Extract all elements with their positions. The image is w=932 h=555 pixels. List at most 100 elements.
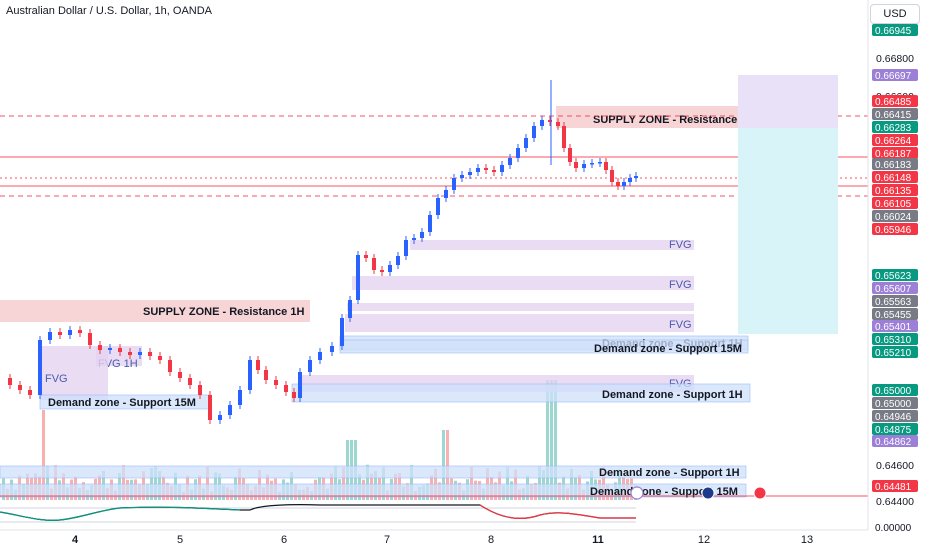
volume-bar <box>442 430 445 500</box>
price-tag-bg <box>872 333 918 345</box>
candle-body <box>340 318 344 346</box>
volume-bar <box>54 465 57 500</box>
currency-selector[interactable]: USD <box>870 4 920 24</box>
candle-body <box>500 165 504 172</box>
zone-demand-13 <box>0 465 747 479</box>
candle-body <box>58 332 62 335</box>
candle-body <box>492 170 496 172</box>
volume-bar <box>42 410 45 500</box>
candle-body <box>274 380 278 385</box>
candle-body <box>38 340 42 395</box>
candle-body <box>476 168 480 172</box>
volume-bar <box>538 466 541 500</box>
zone-fvg-2 <box>410 240 694 250</box>
candle-body <box>532 126 536 138</box>
price-tag-bg <box>872 346 918 358</box>
candle-body <box>298 372 302 398</box>
candle-body <box>634 176 638 178</box>
candle-body <box>540 120 544 126</box>
candle-body <box>388 265 392 272</box>
zone-label-1: SUPPLY ZONE - Resistance 1H <box>143 306 304 318</box>
candle-body <box>574 162 578 168</box>
chart-title: Australian Dollar / U.S. Dollar, 1h, OAN… <box>6 5 213 17</box>
price-tag-label: 0.65310 <box>875 335 912 346</box>
volume-bar <box>470 466 473 500</box>
volume-bar <box>382 467 385 500</box>
price-tag-label: 0.66148 <box>875 173 912 184</box>
aud-flag-icon[interactable] <box>701 486 715 500</box>
price-tag-bg <box>872 210 918 222</box>
volume-bar <box>602 467 605 500</box>
price-tag-bg <box>872 147 918 159</box>
candle-body <box>318 352 322 360</box>
candle-body <box>8 378 12 385</box>
candle-body <box>292 392 296 398</box>
candle-body <box>568 148 572 162</box>
candle-body <box>238 390 242 405</box>
price-tag-label: 0.66135 <box>875 186 912 197</box>
candle-body <box>128 352 132 355</box>
zone-label-8: FVG <box>45 373 68 385</box>
volume-bar <box>550 380 553 500</box>
volume-bar <box>154 466 157 500</box>
candle-body <box>556 122 560 126</box>
zone-fvg-5 <box>345 314 694 332</box>
candle-body <box>484 168 488 170</box>
price-tag-label: 0.66697 <box>875 71 912 82</box>
price-tag-label: 0.64946 <box>875 412 912 423</box>
candle-body <box>198 385 202 395</box>
price-tag-bg <box>872 423 918 435</box>
candle-body <box>78 330 82 333</box>
price-tag-label: 0.65210 <box>875 348 912 359</box>
price-tag-label: 0.65455 <box>875 310 912 321</box>
candle-body <box>372 258 376 270</box>
volume-bar <box>334 466 337 500</box>
candle-body <box>28 390 32 395</box>
candle-body <box>118 348 122 352</box>
candle-body <box>264 370 268 380</box>
candle-body <box>108 348 112 350</box>
volume-bar <box>366 464 369 500</box>
candle-body <box>610 170 614 182</box>
usd-flag-icon[interactable] <box>753 486 767 500</box>
price-tag-bg <box>872 197 918 209</box>
price-tag-label: 0.66024 <box>875 212 912 223</box>
price-tag-label: 0.66485 <box>875 97 912 108</box>
candle-body <box>48 332 52 340</box>
price-tag-label: 0.66283 <box>875 123 912 134</box>
price-tag-label: 0.65563 <box>875 297 912 308</box>
price-tag-bg <box>872 184 918 196</box>
price-tag-bg <box>872 171 918 183</box>
candle-body <box>188 378 192 385</box>
candle-body <box>178 372 182 378</box>
price-tag-label: 0.65623 <box>875 271 912 282</box>
price-tag-bg <box>872 134 918 146</box>
candle-body <box>622 182 626 186</box>
candle-body <box>256 360 260 370</box>
price-tag-bg <box>872 69 918 81</box>
price-tag-label: 0.66264 <box>875 136 912 147</box>
price-tag-bg <box>872 384 918 396</box>
price-tag-bg <box>872 295 918 307</box>
zone-label-0: SUPPLY ZONE - Resistance 1H <box>593 114 754 126</box>
candle-body <box>516 148 520 158</box>
price-tag-bg <box>872 121 918 133</box>
price-tag-label: 0.66183 <box>875 160 912 171</box>
price-tag-bg <box>872 410 918 422</box>
time-tick-label: 11 <box>592 534 604 546</box>
flash-event-icon[interactable] <box>630 486 644 500</box>
candle-body <box>548 120 552 122</box>
candle-body <box>628 178 632 182</box>
candle-body <box>420 232 424 238</box>
candle-body <box>582 164 586 168</box>
time-tick-label: 12 <box>698 534 710 546</box>
candle-body <box>428 215 432 232</box>
volume-bar <box>546 380 549 500</box>
candle-body <box>208 395 212 420</box>
price-tag-bg <box>872 480 918 492</box>
price-tag-label: 0.66187 <box>875 149 912 160</box>
zone-fvg-8 <box>40 346 108 400</box>
candle-body <box>436 198 440 215</box>
